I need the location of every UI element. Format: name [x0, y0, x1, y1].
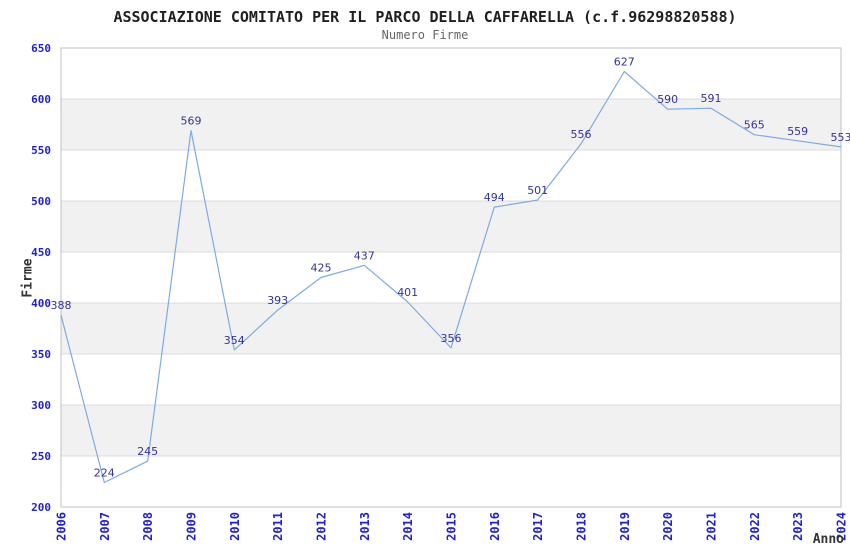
series-line [60, 70, 842, 484]
data-label: 356 [441, 332, 462, 345]
data-label: 388 [51, 299, 72, 312]
grid-band [61, 99, 841, 150]
y-tick-label: 450 [31, 246, 51, 259]
chart-subtitle: Numero Firme [381, 28, 469, 42]
data-label: 627 [614, 56, 635, 69]
data-label: 565 [744, 119, 765, 132]
x-tick-label: 2022 [748, 512, 762, 541]
x-tick-label: 2016 [488, 512, 502, 541]
x-tick-label: 2023 [791, 512, 805, 541]
grid-band [61, 303, 841, 354]
grid-band [61, 201, 841, 252]
y-tick-label: 350 [31, 348, 51, 361]
data-label: 559 [787, 125, 808, 138]
x-tick-label: 2007 [98, 512, 112, 541]
data-label: 501 [527, 184, 548, 197]
data-label: 494 [484, 191, 505, 204]
data-label: 425 [311, 262, 332, 275]
x-tick-label: 2024 [835, 512, 849, 541]
y-tick-label: 650 [31, 42, 51, 55]
x-tick-label: 2021 [705, 512, 719, 541]
x-tick-label: 2006 [55, 512, 69, 541]
data-label: 556 [571, 128, 592, 141]
plot-border [60, 47, 842, 508]
x-tick-label: 2015 [445, 512, 459, 541]
x-axis-title: Anno [812, 532, 844, 547]
data-label: 245 [137, 445, 158, 458]
data-label: 393 [267, 294, 288, 307]
y-tick-label: 550 [31, 144, 51, 157]
chart-title: ASSOCIAZIONE COMITATO PER IL PARCO DELLA… [113, 8, 737, 26]
y-tick-label: 600 [31, 93, 51, 106]
data-label: 590 [657, 93, 678, 106]
x-tick-label: 2008 [141, 512, 155, 541]
y-tick-label: 500 [31, 195, 51, 208]
data-label: 401 [397, 286, 418, 299]
x-tick-label: 2009 [185, 512, 199, 541]
x-tick-label: 2017 [531, 512, 545, 541]
x-tick-label: 2018 [575, 512, 589, 541]
data-label: 224 [94, 467, 115, 480]
y-tick-label: 400 [31, 297, 51, 310]
data-label: 354 [224, 334, 245, 347]
x-tick-label: 2010 [228, 512, 242, 541]
y-tick-label: 200 [31, 501, 51, 514]
grid-band [61, 405, 841, 456]
data-label: 569 [181, 115, 202, 128]
x-tick-label: 2019 [618, 512, 632, 541]
y-tick-label: 300 [31, 399, 51, 412]
y-axis-title: Firme [20, 258, 36, 298]
data-label: 553 [831, 131, 850, 144]
data-label: 437 [354, 249, 375, 262]
data-label: 591 [701, 92, 722, 105]
x-tick-label: 2013 [358, 512, 372, 541]
x-tick-label: 2020 [661, 512, 675, 541]
x-tick-label: 2012 [315, 512, 329, 541]
x-tick-label: 2011 [271, 512, 285, 541]
y-tick-label: 250 [31, 450, 51, 463]
x-tick-label: 2014 [401, 512, 415, 541]
